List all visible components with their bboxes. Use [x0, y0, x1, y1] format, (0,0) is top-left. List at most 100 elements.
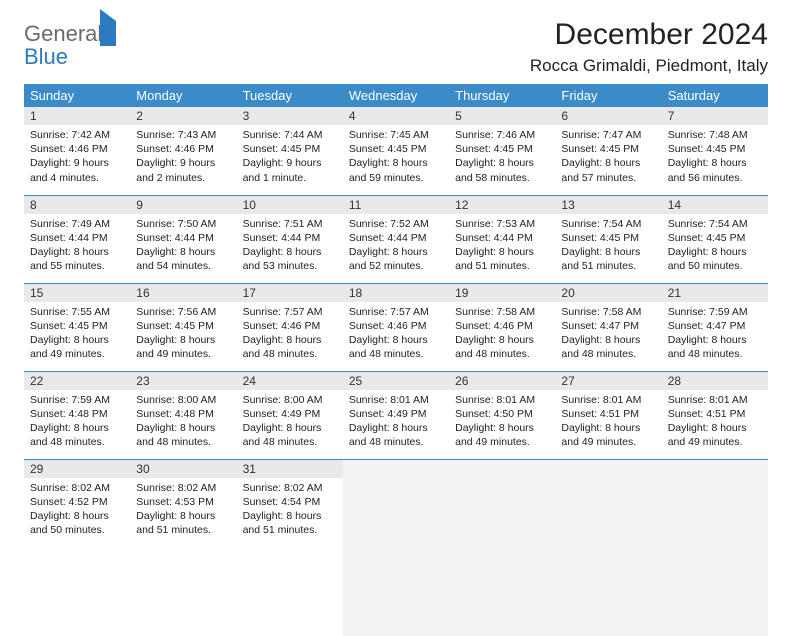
daylight-text: Daylight: 8 hours and 49 minutes. — [668, 421, 762, 449]
calendar-cell: 12Sunrise: 7:53 AMSunset: 4:44 PMDayligh… — [449, 195, 555, 283]
calendar-cell: 21Sunrise: 7:59 AMSunset: 4:47 PMDayligh… — [662, 283, 768, 371]
sunrise-text: Sunrise: 7:58 AM — [561, 305, 655, 319]
day-body: Sunrise: 7:49 AMSunset: 4:44 PMDaylight:… — [24, 214, 130, 278]
day-body: Sunrise: 7:56 AMSunset: 4:45 PMDaylight:… — [130, 302, 236, 366]
sunset-text: Sunset: 4:50 PM — [455, 407, 549, 421]
sunrise-text: Sunrise: 7:50 AM — [136, 217, 230, 231]
sunrise-text: Sunrise: 8:02 AM — [30, 481, 124, 495]
sunrise-text: Sunrise: 8:01 AM — [668, 393, 762, 407]
location-subtitle: Rocca Grimaldi, Piedmont, Italy — [530, 56, 768, 76]
day-number — [555, 460, 661, 548]
calendar-cell: 18Sunrise: 7:57 AMSunset: 4:46 PMDayligh… — [343, 283, 449, 371]
sunset-text: Sunset: 4:44 PM — [455, 231, 549, 245]
daylight-text: Daylight: 8 hours and 59 minutes. — [349, 156, 443, 184]
header: General Blue December 2024 Rocca Grimald… — [24, 18, 768, 76]
day-body: Sunrise: 7:47 AMSunset: 4:45 PMDaylight:… — [555, 125, 661, 189]
day-number: 14 — [662, 196, 768, 214]
day-body: Sunrise: 8:01 AMSunset: 4:51 PMDaylight:… — [555, 390, 661, 454]
calendar-cell — [449, 459, 555, 548]
month-title: December 2024 — [530, 18, 768, 52]
sunrise-text: Sunrise: 7:46 AM — [455, 128, 549, 142]
triangle-icon — [100, 9, 116, 46]
weekday-header: Sunday — [24, 84, 130, 107]
day-body: Sunrise: 7:46 AMSunset: 4:45 PMDaylight:… — [449, 125, 555, 189]
day-number: 25 — [343, 372, 449, 390]
calendar-week: 22Sunrise: 7:59 AMSunset: 4:48 PMDayligh… — [24, 371, 768, 459]
sunset-text: Sunset: 4:49 PM — [349, 407, 443, 421]
day-body: Sunrise: 7:57 AMSunset: 4:46 PMDaylight:… — [237, 302, 343, 366]
sunrise-text: Sunrise: 7:51 AM — [243, 217, 337, 231]
day-number: 18 — [343, 284, 449, 302]
sunset-text: Sunset: 4:46 PM — [136, 142, 230, 156]
sunrise-text: Sunrise: 7:53 AM — [455, 217, 549, 231]
day-number: 1 — [24, 107, 130, 125]
daylight-text: Daylight: 8 hours and 49 minutes. — [30, 333, 124, 361]
sunrise-text: Sunrise: 7:55 AM — [30, 305, 124, 319]
daylight-text: Daylight: 9 hours and 4 minutes. — [30, 156, 124, 184]
calendar-cell: 11Sunrise: 7:52 AMSunset: 4:44 PMDayligh… — [343, 195, 449, 283]
daylight-text: Daylight: 9 hours and 1 minute. — [243, 156, 337, 184]
day-body: Sunrise: 8:00 AMSunset: 4:48 PMDaylight:… — [130, 390, 236, 454]
daylight-text: Daylight: 8 hours and 48 minutes. — [243, 333, 337, 361]
day-number: 23 — [130, 372, 236, 390]
day-number: 6 — [555, 107, 661, 125]
sunrise-text: Sunrise: 7:49 AM — [30, 217, 124, 231]
day-body: Sunrise: 7:42 AMSunset: 4:46 PMDaylight:… — [24, 125, 130, 189]
title-block: December 2024 Rocca Grimaldi, Piedmont, … — [530, 18, 768, 76]
day-number: 21 — [662, 284, 768, 302]
sunrise-text: Sunrise: 8:02 AM — [136, 481, 230, 495]
daylight-text: Daylight: 8 hours and 48 minutes. — [243, 421, 337, 449]
calendar-cell: 28Sunrise: 8:01 AMSunset: 4:51 PMDayligh… — [662, 371, 768, 459]
daylight-text: Daylight: 8 hours and 51 minutes. — [243, 509, 337, 537]
calendar-cell: 22Sunrise: 7:59 AMSunset: 4:48 PMDayligh… — [24, 371, 130, 459]
day-number: 15 — [24, 284, 130, 302]
day-number: 29 — [24, 460, 130, 478]
calendar-cell: 16Sunrise: 7:56 AMSunset: 4:45 PMDayligh… — [130, 283, 236, 371]
sunset-text: Sunset: 4:45 PM — [561, 142, 655, 156]
day-number: 2 — [130, 107, 236, 125]
sunset-text: Sunset: 4:46 PM — [243, 319, 337, 333]
calendar-week: 15Sunrise: 7:55 AMSunset: 4:45 PMDayligh… — [24, 283, 768, 371]
daylight-text: Daylight: 8 hours and 48 minutes. — [30, 421, 124, 449]
sunrise-text: Sunrise: 7:59 AM — [30, 393, 124, 407]
sunset-text: Sunset: 4:48 PM — [136, 407, 230, 421]
day-body: Sunrise: 8:00 AMSunset: 4:49 PMDaylight:… — [237, 390, 343, 454]
sunset-text: Sunset: 4:46 PM — [349, 319, 443, 333]
weekday-header: Saturday — [662, 84, 768, 107]
weekday-header: Thursday — [449, 84, 555, 107]
sunrise-text: Sunrise: 8:01 AM — [455, 393, 549, 407]
calendar-cell: 25Sunrise: 8:01 AMSunset: 4:49 PMDayligh… — [343, 371, 449, 459]
sunrise-text: Sunrise: 7:54 AM — [668, 217, 762, 231]
day-number — [449, 460, 555, 548]
sunrise-text: Sunrise: 7:56 AM — [136, 305, 230, 319]
calendar-cell: 27Sunrise: 8:01 AMSunset: 4:51 PMDayligh… — [555, 371, 661, 459]
brand-logo: General Blue — [24, 18, 116, 68]
day-body: Sunrise: 7:54 AMSunset: 4:45 PMDaylight:… — [662, 214, 768, 278]
calendar-cell: 4Sunrise: 7:45 AMSunset: 4:45 PMDaylight… — [343, 107, 449, 195]
sunrise-text: Sunrise: 8:01 AM — [349, 393, 443, 407]
sunrise-text: Sunrise: 7:45 AM — [349, 128, 443, 142]
calendar-cell: 23Sunrise: 8:00 AMSunset: 4:48 PMDayligh… — [130, 371, 236, 459]
day-body: Sunrise: 7:59 AMSunset: 4:48 PMDaylight:… — [24, 390, 130, 454]
day-body: Sunrise: 7:44 AMSunset: 4:45 PMDaylight:… — [237, 125, 343, 189]
weekday-header: Tuesday — [237, 84, 343, 107]
sunset-text: Sunset: 4:51 PM — [561, 407, 655, 421]
sunrise-text: Sunrise: 7:58 AM — [455, 305, 549, 319]
day-number: 7 — [662, 107, 768, 125]
calendar-page: General Blue December 2024 Rocca Grimald… — [0, 0, 792, 566]
calendar-cell: 14Sunrise: 7:54 AMSunset: 4:45 PMDayligh… — [662, 195, 768, 283]
daylight-text: Daylight: 8 hours and 51 minutes. — [136, 509, 230, 537]
day-body — [343, 548, 449, 636]
calendar-cell: 7Sunrise: 7:48 AMSunset: 4:45 PMDaylight… — [662, 107, 768, 195]
daylight-text: Daylight: 8 hours and 58 minutes. — [455, 156, 549, 184]
calendar-cell: 3Sunrise: 7:44 AMSunset: 4:45 PMDaylight… — [237, 107, 343, 195]
sunset-text: Sunset: 4:47 PM — [561, 319, 655, 333]
sunrise-text: Sunrise: 7:57 AM — [243, 305, 337, 319]
day-number: 17 — [237, 284, 343, 302]
calendar-cell: 29Sunrise: 8:02 AMSunset: 4:52 PMDayligh… — [24, 459, 130, 548]
day-body: Sunrise: 7:58 AMSunset: 4:47 PMDaylight:… — [555, 302, 661, 366]
sunset-text: Sunset: 4:45 PM — [243, 142, 337, 156]
calendar-cell: 20Sunrise: 7:58 AMSunset: 4:47 PMDayligh… — [555, 283, 661, 371]
day-number: 27 — [555, 372, 661, 390]
calendar-week: 8Sunrise: 7:49 AMSunset: 4:44 PMDaylight… — [24, 195, 768, 283]
